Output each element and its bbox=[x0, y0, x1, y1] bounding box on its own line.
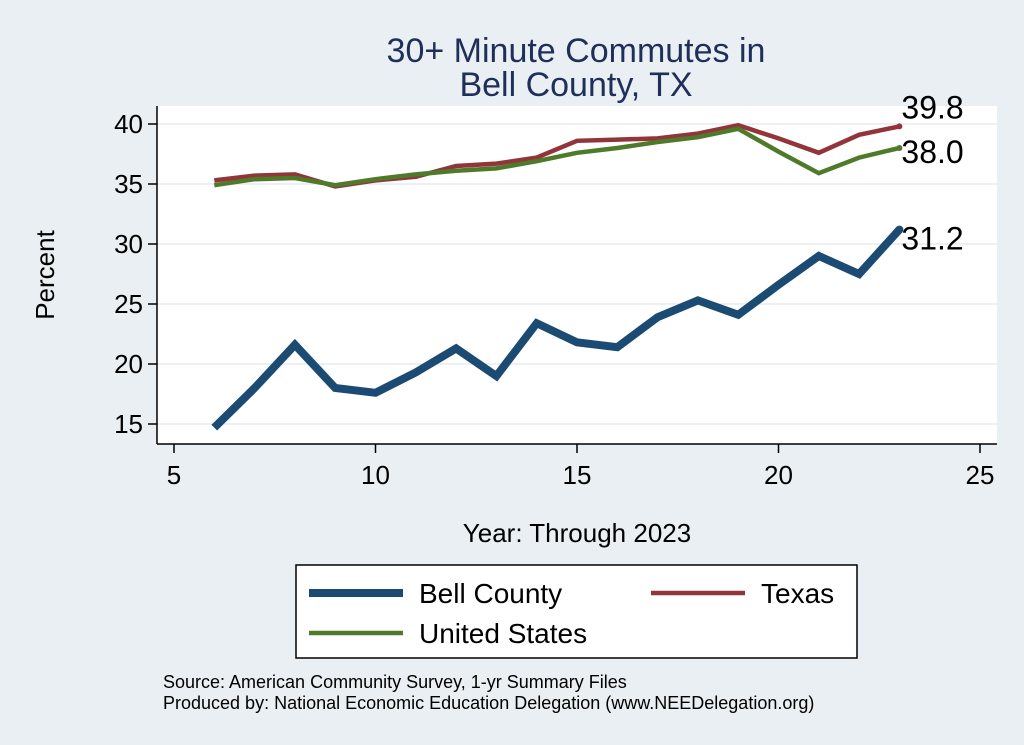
end-label-bell-county: 31.2 bbox=[901, 221, 963, 257]
y-tick-label: 25 bbox=[114, 289, 143, 319]
producer-note: Produced by: National Economic Education… bbox=[163, 693, 814, 713]
legend-box bbox=[295, 564, 858, 659]
end-label-texas: 39.8 bbox=[901, 89, 963, 125]
legend-label: Texas bbox=[761, 578, 834, 609]
end-label-united-states: 38.0 bbox=[901, 134, 963, 170]
series-lines bbox=[211, 122, 904, 431]
legend-label: Bell County bbox=[419, 578, 562, 609]
x-tick-label: 20 bbox=[764, 460, 793, 490]
legend-label: United States bbox=[419, 618, 587, 649]
series-end-marker bbox=[896, 123, 903, 130]
axes: 15 20 25 30 35 40 5 10 15 20 25 bbox=[114, 106, 997, 490]
x-tick-label: 15 bbox=[563, 460, 592, 490]
series-line-bell-county bbox=[211, 226, 903, 431]
legend: Bell County Texas United States bbox=[295, 564, 858, 659]
y-tick-label: 20 bbox=[114, 349, 143, 379]
y-axis-title: Percent bbox=[30, 229, 60, 319]
y-tick-label: 35 bbox=[114, 169, 143, 199]
y-tick-label: 15 bbox=[114, 409, 143, 439]
y-tick-label: 30 bbox=[114, 229, 143, 259]
y-tick-label: 40 bbox=[114, 109, 143, 139]
series-end-marker bbox=[895, 225, 904, 234]
x-tick-label: 25 bbox=[966, 460, 995, 490]
x-tick-label: 5 bbox=[167, 460, 181, 490]
end-labels: 31.2 39.8 38.0 bbox=[901, 89, 963, 256]
chart-title-line-2: Bell County, TX bbox=[459, 66, 692, 104]
series-end-marker bbox=[896, 145, 903, 151]
source-note: Source: American Community Survey, 1-yr … bbox=[163, 672, 627, 692]
x-axis-title: Year: Through 2023 bbox=[463, 518, 691, 548]
series-line-united-states bbox=[213, 126, 900, 188]
chart-title-line-1: 30+ Minute Commutes in bbox=[387, 32, 766, 70]
gridlines bbox=[157, 123, 997, 425]
x-tick-label: 10 bbox=[361, 460, 390, 490]
